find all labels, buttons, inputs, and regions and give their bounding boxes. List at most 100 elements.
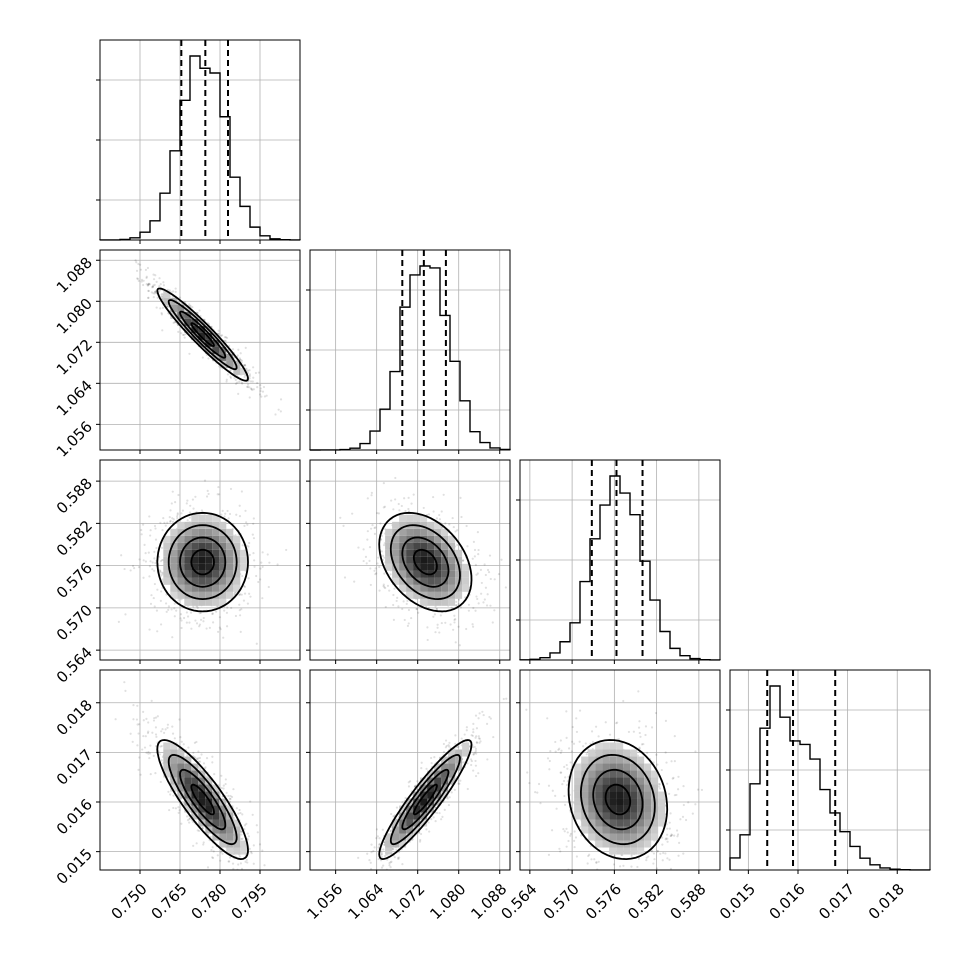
scatter-point xyxy=(229,797,232,801)
scatter-point xyxy=(426,626,429,629)
scatter-point xyxy=(238,603,241,606)
scatter-point xyxy=(257,580,260,584)
density-cell xyxy=(205,549,213,557)
scatter-point xyxy=(370,494,373,497)
scatter-point xyxy=(140,528,143,532)
scatter-point xyxy=(449,623,452,626)
scatter-point xyxy=(378,565,381,569)
density-cell xyxy=(184,521,192,529)
density-cell xyxy=(198,577,206,585)
scatter-point xyxy=(243,873,245,875)
scatter-point xyxy=(132,704,135,707)
scatter-point xyxy=(153,292,156,295)
density-cell xyxy=(226,833,234,841)
scatter-point xyxy=(139,773,142,776)
scatter-point xyxy=(211,856,215,860)
scatter-point xyxy=(145,717,148,720)
density-cell xyxy=(184,598,192,606)
scatter-point xyxy=(454,604,457,607)
scatter-point xyxy=(241,544,244,547)
scatter-point xyxy=(368,859,371,862)
density-cell xyxy=(177,542,185,550)
scatter-point xyxy=(142,559,145,562)
scatter-point xyxy=(392,593,395,597)
scatter-point xyxy=(237,812,240,815)
scatter-point xyxy=(117,620,120,623)
scatter-point xyxy=(159,780,162,784)
scatter-point xyxy=(159,307,162,310)
density-cell xyxy=(170,528,178,536)
scatter-point xyxy=(237,392,240,395)
scatter-point xyxy=(186,519,189,522)
scatter-point xyxy=(136,704,139,707)
scatter-point xyxy=(198,760,202,763)
scatter-point xyxy=(274,413,277,416)
scatter-point xyxy=(186,819,190,822)
density-cell xyxy=(177,528,185,536)
scatter-point xyxy=(152,754,155,757)
scatter-point xyxy=(410,502,413,505)
scatter-point xyxy=(188,817,191,821)
scatter-point xyxy=(258,393,262,396)
scatter-point xyxy=(369,867,373,870)
density-cell xyxy=(205,528,213,536)
scatter-point xyxy=(405,602,408,605)
scatter-panel-2-1 xyxy=(306,459,511,664)
scatter-point xyxy=(407,507,410,511)
scatter-point xyxy=(124,613,127,616)
scatter-point xyxy=(448,523,451,526)
scatter-point xyxy=(217,493,221,496)
scatter-point xyxy=(390,860,393,863)
scatter-point xyxy=(366,538,369,541)
scatter-point xyxy=(355,889,357,891)
scatter-point xyxy=(386,871,388,873)
scatter-point xyxy=(263,864,266,867)
scatter-point xyxy=(151,285,154,288)
density-cell xyxy=(385,556,393,564)
scatter-point xyxy=(376,835,379,838)
scatter-point xyxy=(448,796,451,799)
scatter-point xyxy=(248,369,251,372)
scatter-point xyxy=(500,558,503,561)
scatter-point xyxy=(471,734,474,737)
contour-1 xyxy=(401,536,450,588)
scatter-point xyxy=(174,501,177,504)
scatter-point xyxy=(211,612,214,616)
scatter-point xyxy=(279,410,282,413)
scatter-point xyxy=(427,821,430,824)
scatter-point xyxy=(158,569,161,572)
contour-1 xyxy=(179,310,227,359)
density-cell xyxy=(205,542,213,550)
density-cell xyxy=(177,535,185,543)
density-cell xyxy=(170,749,178,757)
scatter-point xyxy=(180,512,183,515)
scatter-point xyxy=(154,561,157,565)
scatter-point xyxy=(187,746,190,749)
scatter-point xyxy=(234,534,237,537)
scatter-point xyxy=(238,855,242,858)
scatter-point xyxy=(370,491,373,495)
density-cell xyxy=(226,528,234,536)
scatter-point xyxy=(161,558,164,562)
scatter-point xyxy=(192,751,195,754)
scatter-point xyxy=(231,862,235,865)
scatter-point xyxy=(266,553,269,556)
density-cell xyxy=(406,584,414,592)
scatter-point xyxy=(246,385,250,389)
scatter-point xyxy=(249,800,252,803)
scatter-point xyxy=(159,623,163,626)
scatter-point xyxy=(236,381,239,384)
scatter-point xyxy=(145,276,148,279)
histogram-panel-0 xyxy=(96,39,301,244)
density-cell xyxy=(420,570,428,578)
density-cell xyxy=(441,542,449,550)
scatter-point xyxy=(211,621,215,624)
scatter-point xyxy=(383,556,386,559)
scatter-point xyxy=(382,482,385,485)
scatter-point xyxy=(217,485,220,489)
scatter-point xyxy=(129,732,132,735)
density-cell xyxy=(233,826,241,834)
density-cell xyxy=(455,549,463,557)
scatter-point xyxy=(478,741,481,744)
scatter-point xyxy=(478,737,481,740)
